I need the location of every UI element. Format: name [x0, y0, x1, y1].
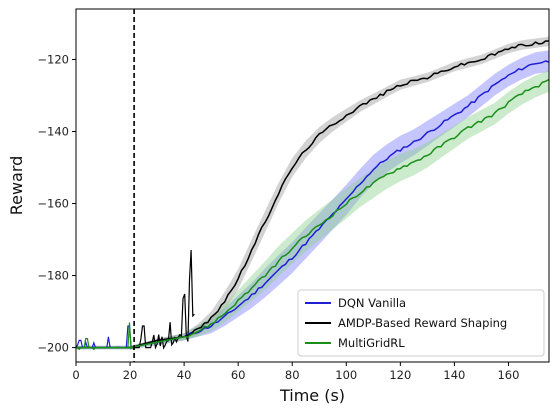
series-line-1 — [76, 40, 549, 349]
x-tick-label: 40 — [177, 368, 192, 382]
x-tick-label: 20 — [123, 368, 138, 382]
legend: DQN Vanilla AMDP-Based Reward Shaping Mult… — [297, 289, 545, 357]
x-tick-label: 140 — [443, 368, 465, 382]
x-tick-label: 0 — [72, 368, 79, 382]
series-line-2 — [76, 78, 550, 349]
legend-box — [297, 289, 545, 357]
x-tick-label: 160 — [497, 368, 519, 382]
x-tick-label: 60 — [231, 368, 246, 382]
legend-label-1: AMDP-Based Reward Shaping — [338, 316, 507, 330]
x-tick-label: 120 — [389, 368, 411, 382]
noise-amdp — [132, 249, 195, 350]
band-0 — [76, 50, 549, 350]
y-tick-label: −180 — [37, 269, 69, 283]
y-tick-label: −200 — [37, 341, 69, 355]
y-axis-ticks: −200 −180 −160 −140 −120 — [37, 52, 76, 355]
noise-multigrid — [76, 322, 132, 351]
legend-label-2: MultiGridRL — [338, 336, 405, 350]
plot-frame — [75, 8, 550, 363]
x-axis-title: Time (s) — [279, 386, 345, 405]
band-2 — [76, 70, 549, 350]
y-tick-label: −160 — [37, 197, 69, 211]
y-tick-label: −140 — [37, 124, 69, 138]
early-noise-traces — [75, 249, 195, 351]
confidence-bands — [76, 36, 549, 350]
x-tick-label: 80 — [285, 368, 300, 382]
x-tick-label: 100 — [335, 368, 357, 382]
series-lines — [76, 40, 550, 349]
y-axis-title: Reward — [7, 156, 26, 216]
x-axis-ticks: 0 20 40 60 80 100 120 140 160 — [72, 362, 519, 382]
y-tick-label: −120 — [37, 52, 69, 66]
legend-label-0: DQN Vanilla — [338, 296, 406, 310]
